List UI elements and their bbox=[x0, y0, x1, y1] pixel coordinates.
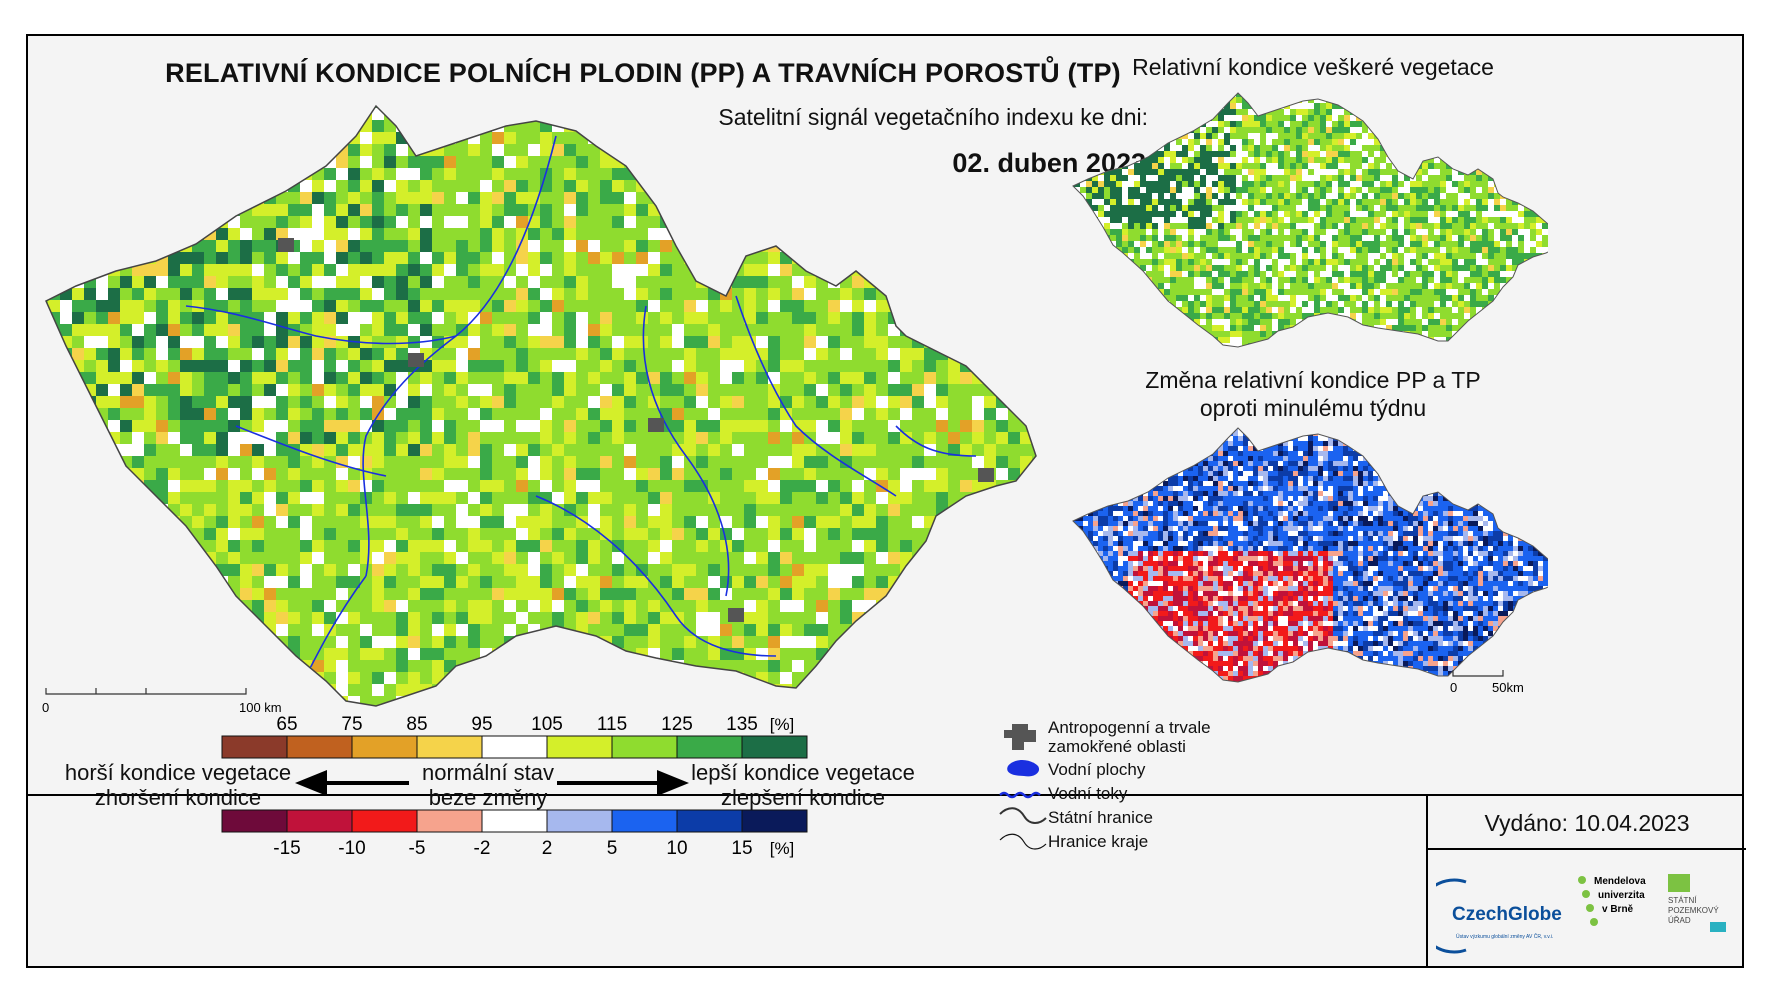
state-border-icon bbox=[999, 807, 1047, 824]
condition-swatch bbox=[351, 735, 418, 759]
legend-normal-line2: beze změny bbox=[428, 785, 548, 810]
condition-tick-label: 105 bbox=[531, 714, 563, 735]
legend-worse-caption: horší kondice vegetace zhoršení kondice bbox=[48, 760, 308, 810]
change-swatch bbox=[741, 809, 808, 833]
condition-swatch bbox=[481, 735, 548, 759]
change-swatch bbox=[546, 809, 613, 833]
condition-tick-label: 95 bbox=[471, 714, 492, 735]
condition-swatch bbox=[676, 735, 743, 759]
key-water-bodies-label: Vodní plochy bbox=[1048, 760, 1146, 779]
change-tick-label: -5 bbox=[409, 838, 426, 859]
change-tick-labels: -15 -10 -5 -2 2 5 10 15 [%] bbox=[273, 838, 794, 859]
condition-tick-label: 115 bbox=[597, 714, 627, 735]
subtitle: Satelitní signál vegetačního indexu ke d… bbox=[718, 104, 1148, 130]
condition-swatch bbox=[221, 735, 288, 759]
czechglobe-logo: CzechGlobe Ústav výzkumu globální změny … bbox=[1436, 878, 1562, 954]
inset-vegetation-title: Relativní kondice veškeré vegetace bbox=[1132, 54, 1494, 80]
arrow-right-icon bbox=[557, 770, 689, 796]
key-urban-label: Antropogenní a trvale zamokřené oblasti bbox=[1048, 718, 1211, 756]
legend-worse-line2: zhoršení kondice bbox=[94, 785, 262, 810]
condition-swatch bbox=[546, 735, 613, 759]
legend-normal-line1: normální stav bbox=[421, 760, 555, 785]
condition-color-bar bbox=[221, 735, 808, 759]
change-tick-label: -15 bbox=[273, 838, 300, 859]
condition-tick-labels: 65 75 85 95 105 115 125 135 [%] bbox=[276, 714, 794, 735]
map-sheet: RELATIVNÍ KONDICE POLNÍCH PLODIN (PP) A … bbox=[26, 34, 1746, 968]
arrow-left-icon bbox=[295, 770, 409, 796]
main-map: 0 100 km bbox=[42, 105, 1037, 715]
condition-tick-label: 125 bbox=[661, 714, 693, 735]
change-swatch bbox=[611, 809, 678, 833]
river-icon bbox=[999, 791, 1041, 799]
change-tick-label: -10 bbox=[338, 838, 365, 859]
key-region-border-label: Hranice kraje bbox=[1048, 832, 1149, 851]
legend-normal-caption: normální stav beze změny bbox=[408, 760, 568, 810]
change-color-bar bbox=[221, 809, 808, 833]
change-tick-label: -2 bbox=[474, 838, 491, 859]
legend-better-line2: zlepšení kondice bbox=[721, 785, 885, 810]
page-title: RELATIVNÍ KONDICE POLNÍCH PLODIN (PP) A … bbox=[165, 58, 1121, 88]
inset-change-title-line2: oproti minulému týdnu bbox=[1199, 395, 1427, 421]
scalebar-end-label: 100 km bbox=[239, 700, 282, 715]
change-swatch bbox=[481, 809, 548, 833]
change-tick-label: 5 bbox=[607, 838, 618, 859]
logo-divider bbox=[1426, 848, 1746, 850]
issued-date: Vydáno: 10.04.2023 bbox=[1484, 810, 1690, 836]
urban-area-icon bbox=[1004, 724, 1036, 750]
condition-unit: [%] bbox=[770, 715, 795, 734]
condition-tick-label: 75 bbox=[341, 714, 362, 735]
issued-divider bbox=[1426, 794, 1428, 968]
key-rivers-label: Vodní toky bbox=[1048, 784, 1128, 803]
mendel-logo: Mendelova univerzita v Brně bbox=[1578, 876, 1646, 926]
condition-swatch bbox=[611, 735, 678, 759]
inset-change-map bbox=[1072, 427, 1548, 683]
change-swatch bbox=[351, 809, 418, 833]
spu-logo: STÁTNÍ POZEMKOVÝ ÚŘAD bbox=[1668, 874, 1726, 932]
inset-scalebar-end: 50km bbox=[1492, 680, 1524, 695]
key-state-border-label: Státní hranice bbox=[1048, 808, 1153, 827]
condition-tick-label: 135 bbox=[726, 714, 758, 735]
change-tick-label: 10 bbox=[666, 838, 687, 859]
region-border-icon bbox=[999, 833, 1047, 850]
map-key-symbols bbox=[999, 724, 1047, 850]
legend-better-line1: lepší kondice vegetace bbox=[691, 760, 915, 785]
legend-better-caption: lepší kondice vegetace zlepšení kondice bbox=[673, 760, 933, 810]
condition-swatch bbox=[286, 735, 353, 759]
inset-scalebar: 0 50km bbox=[1450, 670, 1524, 695]
scalebar-start-label: 0 bbox=[42, 700, 49, 715]
inset-change-title: Změna relativní kondice PP a TP oproti m… bbox=[1078, 366, 1548, 422]
condition-swatch bbox=[416, 735, 483, 759]
change-swatch bbox=[286, 809, 353, 833]
condition-swatch bbox=[741, 735, 808, 759]
change-swatch bbox=[221, 809, 288, 833]
legend-worse-line1: horší kondice vegetace bbox=[64, 760, 292, 785]
inset-scalebar-start: 0 bbox=[1450, 680, 1457, 695]
change-tick-label: 15 bbox=[731, 838, 752, 859]
change-tick-label: 2 bbox=[542, 838, 553, 859]
condition-tick-label: 65 bbox=[276, 714, 297, 735]
main-scalebar: 0 100 km bbox=[42, 688, 282, 715]
legend-divider bbox=[28, 794, 1742, 796]
inset-change-title-line1: Změna relativní kondice PP a TP bbox=[1145, 367, 1481, 393]
legend-scales: 65 75 85 95 105 115 125 135 [%] -15 -10 -5 -2 2 5 10 15… bbox=[221, 714, 808, 859]
partner-logos: CzechGlobe Ústav výzkumu globální změny … bbox=[1436, 868, 1736, 964]
inset-vegetation-map bbox=[1072, 92, 1548, 348]
change-unit: [%] bbox=[770, 839, 795, 858]
condition-tick-label: 85 bbox=[406, 714, 427, 735]
water-body-icon bbox=[1007, 760, 1040, 777]
change-swatch bbox=[676, 809, 743, 833]
change-swatch bbox=[416, 809, 483, 833]
